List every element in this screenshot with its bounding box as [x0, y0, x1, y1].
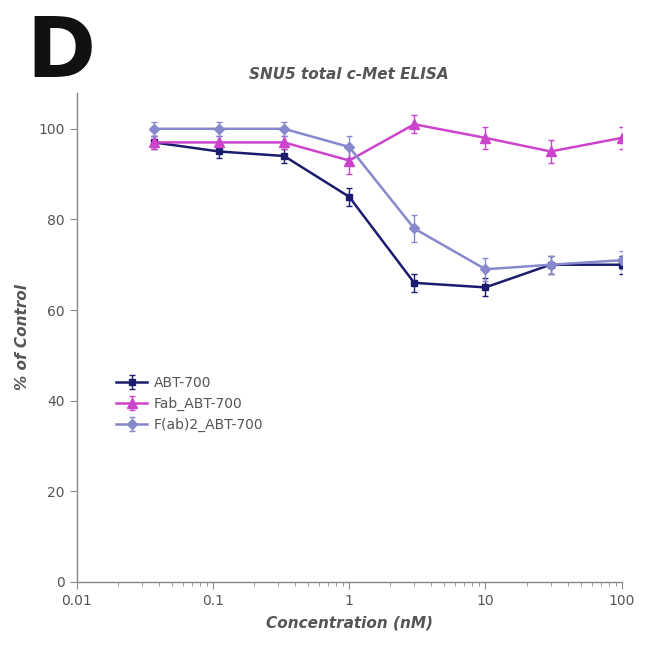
Text: D: D: [26, 13, 95, 94]
X-axis label: Concentration (nM): Concentration (nM): [266, 616, 433, 631]
Y-axis label: % of Control: % of Control: [15, 284, 30, 390]
Legend: ABT-700, Fab_ABT-700, F(ab)2_ABT-700: ABT-700, Fab_ABT-700, F(ab)2_ABT-700: [111, 371, 269, 438]
Title: SNU5 total c-Met ELISA: SNU5 total c-Met ELISA: [250, 67, 449, 81]
